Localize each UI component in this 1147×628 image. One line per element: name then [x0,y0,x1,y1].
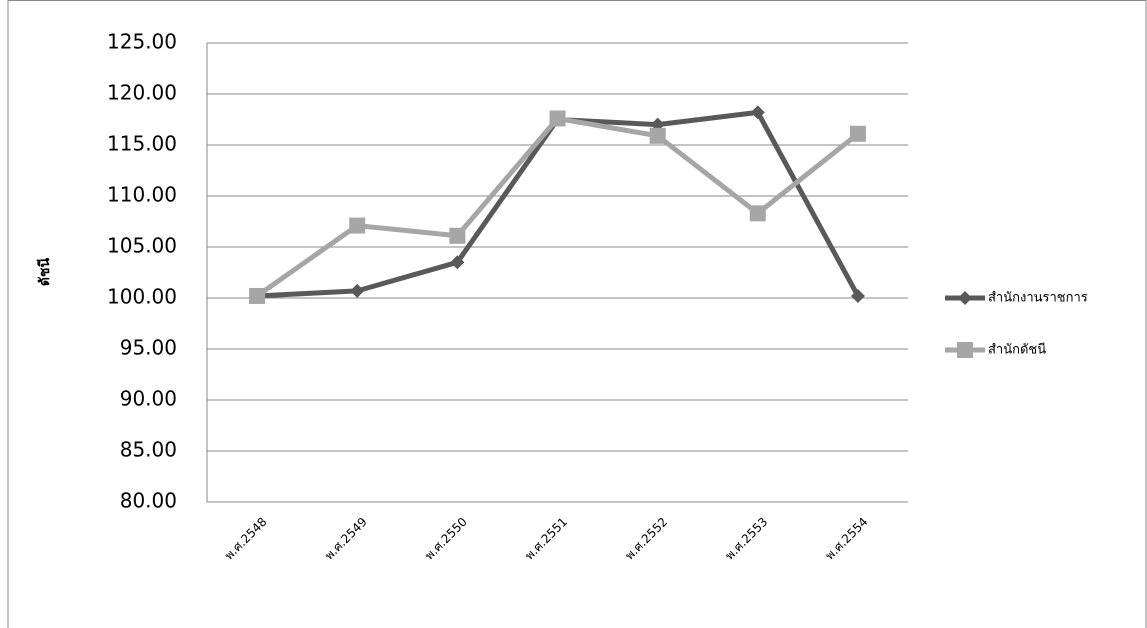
y-tick-label: 90.00 [120,387,177,411]
legend-marker [957,342,973,358]
legend-label: สำนักงานราชการ [988,291,1088,306]
point [549,110,566,127]
point [849,125,866,142]
point [749,205,766,222]
x-tick-label: พ.ศ.2549 [322,515,370,563]
point [850,288,865,303]
x-tick-label: พ.ศ.2552 [622,515,670,563]
legend-marker [958,291,972,305]
y-axis-label: ดัชนี [37,257,53,286]
point [449,227,466,244]
point [649,127,666,144]
y-tick-label: 95.00 [120,336,177,360]
y-tick-label: 105.00 [107,234,177,258]
x-tick-label: พ.ศ.2553 [723,515,771,563]
chart-border [7,0,1147,628]
x-tick-label: พ.ศ.2551 [522,515,570,563]
point [750,105,765,120]
point [349,217,366,234]
y-tick-label: 120.00 [107,81,177,105]
point [249,287,266,304]
y-tick-label: 110.00 [107,183,177,207]
legend-label: สำนักดัชนี [988,342,1046,358]
y-tick-label: 115.00 [107,132,177,156]
y-tick-label: 80.00 [120,489,177,513]
x-tick-label: พ.ศ.2550 [422,515,470,563]
x-tick-label: พ.ศ.2554 [823,515,871,563]
point [450,255,465,270]
y-tick-label: 85.00 [120,438,177,462]
x-tick-label: พ.ศ.2548 [222,515,270,563]
y-tick-label: 100.00 [107,285,177,309]
point [650,117,665,132]
y-tick-label: 125.00 [107,30,177,54]
point [350,283,365,298]
